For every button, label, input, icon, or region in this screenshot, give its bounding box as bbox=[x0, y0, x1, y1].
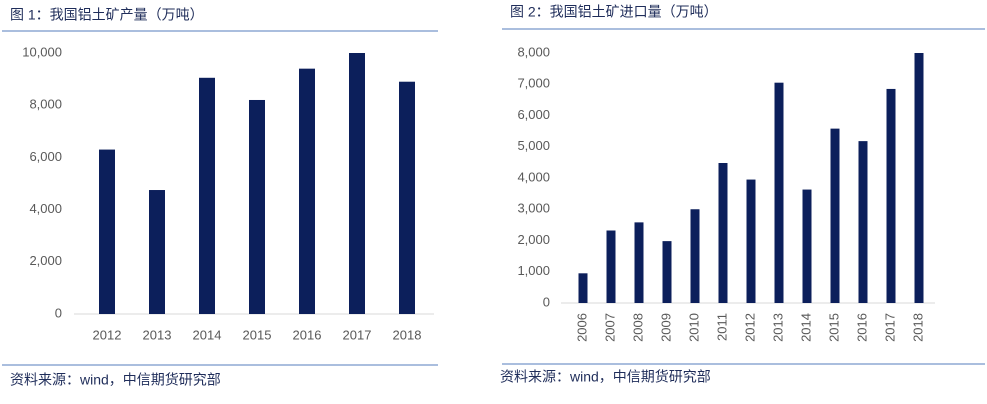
bar bbox=[746, 179, 756, 303]
y-tick-label: 6,000 bbox=[517, 107, 550, 122]
x-tick-label: 2017 bbox=[343, 327, 372, 342]
bar bbox=[578, 273, 588, 303]
source-note: 资料来源：wind，中信期货研究部 bbox=[500, 369, 711, 385]
y-tick-label: 8,000 bbox=[29, 97, 62, 112]
bar bbox=[199, 77, 215, 314]
y-tick-label: 10,000 bbox=[22, 44, 62, 59]
y-tick-label: 2,000 bbox=[29, 253, 62, 268]
bar bbox=[299, 68, 315, 314]
y-tick-label: 6,000 bbox=[29, 149, 62, 164]
x-tick-label: 2013 bbox=[770, 313, 785, 342]
x-tick-label: 2014 bbox=[193, 327, 222, 342]
source-note: 资料来源：wind，中信期货研究部 bbox=[10, 372, 221, 388]
x-tick-label: 2018 bbox=[910, 313, 925, 342]
chart-title: 图 1：我国铝土矿产量（万吨） bbox=[10, 7, 204, 23]
x-tick-label: 2010 bbox=[686, 313, 701, 342]
bar bbox=[99, 149, 115, 314]
x-tick-label: 2012 bbox=[93, 327, 122, 342]
y-tick-label: 5,000 bbox=[517, 138, 550, 153]
bar bbox=[249, 99, 265, 314]
bar bbox=[690, 209, 700, 303]
bar bbox=[662, 241, 672, 303]
bar bbox=[774, 82, 784, 303]
x-tick-label: 2016 bbox=[293, 327, 322, 342]
bar bbox=[606, 230, 616, 303]
y-tick-label: 1,000 bbox=[517, 263, 550, 278]
x-tick-label: 2018 bbox=[393, 327, 422, 342]
bar bbox=[149, 190, 165, 314]
x-tick-label: 2017 bbox=[882, 313, 897, 342]
x-tick-label: 2015 bbox=[243, 327, 272, 342]
x-tick-label: 2006 bbox=[574, 313, 589, 342]
y-tick-label: 0 bbox=[55, 305, 62, 320]
y-tick-label: 0 bbox=[543, 294, 550, 309]
x-tick-label: 2011 bbox=[714, 313, 729, 341]
y-tick-label: 8,000 bbox=[517, 44, 550, 59]
x-tick-label: 2015 bbox=[826, 313, 841, 342]
y-tick-label: 7,000 bbox=[517, 76, 550, 91]
x-tick-label: 2013 bbox=[143, 327, 172, 342]
bar bbox=[914, 53, 924, 303]
y-tick-label: 2,000 bbox=[517, 232, 550, 247]
bar bbox=[886, 88, 896, 303]
x-tick-label: 2012 bbox=[742, 313, 757, 342]
bar bbox=[830, 128, 840, 303]
bar bbox=[634, 222, 644, 303]
x-tick-label: 2016 bbox=[854, 313, 869, 342]
bar bbox=[399, 81, 415, 315]
y-tick-label: 4,000 bbox=[29, 201, 62, 216]
y-tick-label: 3,000 bbox=[517, 201, 550, 216]
bar bbox=[802, 189, 812, 303]
x-tick-label: 2008 bbox=[630, 313, 645, 342]
chart-title: 图 2：我国铝土矿进口量（万吨） bbox=[510, 4, 718, 20]
bar bbox=[858, 141, 868, 303]
x-tick-label: 2014 bbox=[798, 313, 813, 342]
x-tick-label: 2009 bbox=[658, 313, 673, 342]
y-tick-label: 4,000 bbox=[517, 169, 550, 184]
bar bbox=[349, 53, 365, 314]
x-tick-label: 2007 bbox=[602, 313, 617, 342]
bar bbox=[718, 163, 728, 303]
